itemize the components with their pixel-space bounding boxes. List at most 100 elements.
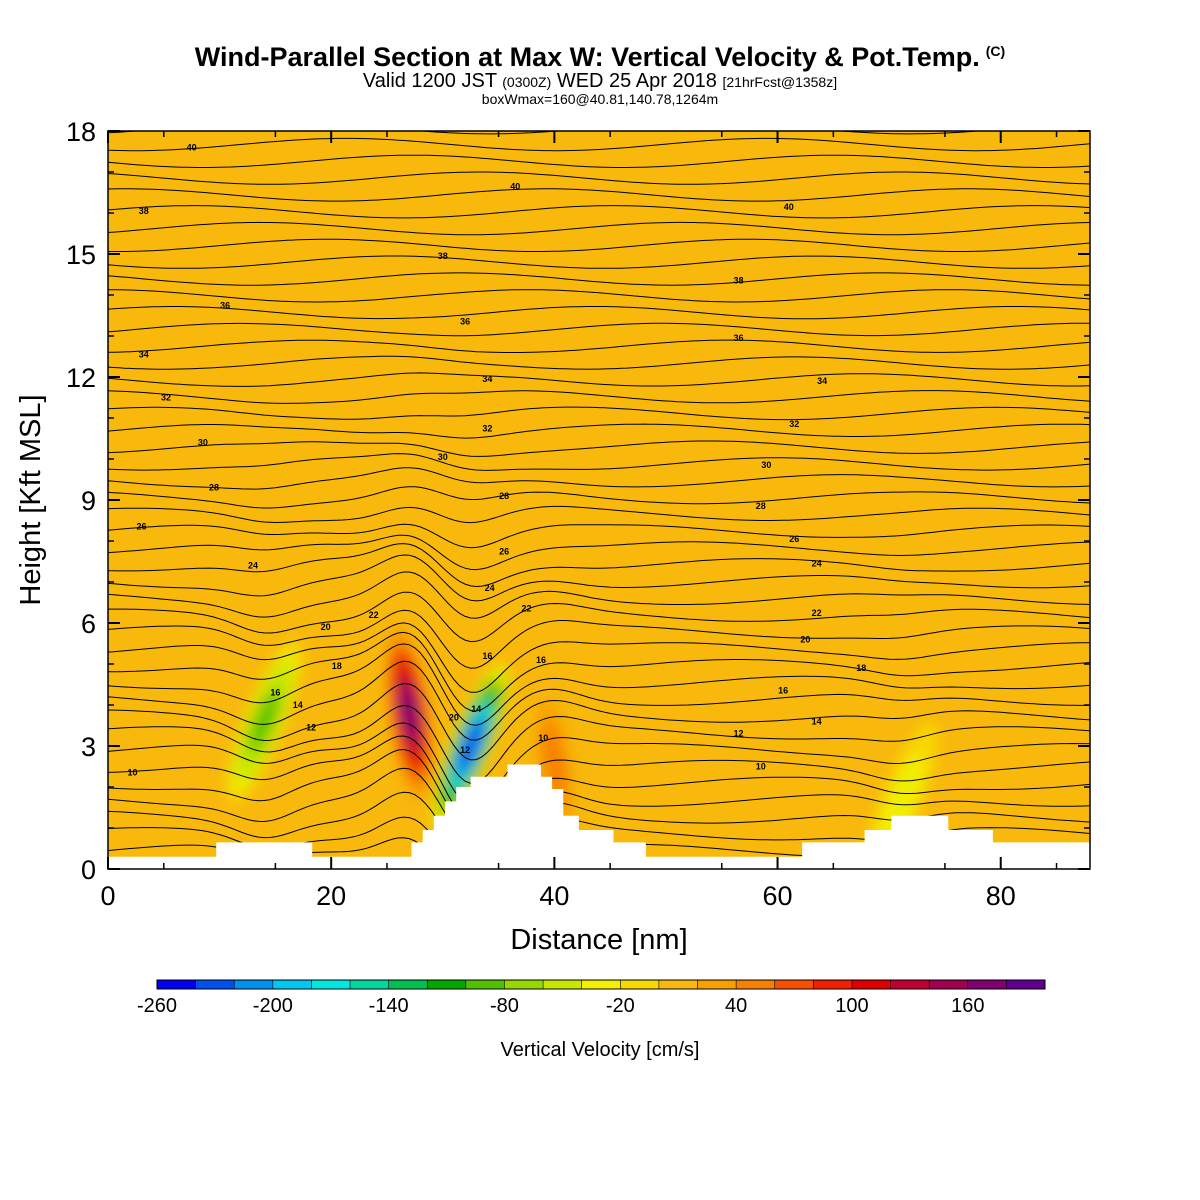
colorbar-swatch [967, 980, 1007, 989]
theta-contour-line [108, 591, 1090, 643]
theta-label: 26 [136, 522, 146, 532]
theta-label: 24 [248, 561, 258, 571]
colorbar-swatch [697, 980, 737, 989]
theta-label: 16 [482, 651, 492, 661]
theta-contour-line [108, 322, 1090, 337]
colorbar-tick-label: 160 [951, 995, 984, 1017]
theta-label: 32 [482, 423, 492, 433]
y-axis-label: Height [Kft MSL] [15, 394, 47, 605]
colorbar-swatch [388, 980, 428, 989]
theta-contour-line [108, 205, 1090, 219]
theta-label: 22 [369, 610, 379, 620]
theta-label: 16 [270, 688, 280, 698]
theta-contour-line [108, 255, 1090, 269]
theta-label: 40 [187, 142, 197, 152]
velocity-band [250, 693, 278, 750]
theta-contour-line [108, 554, 1090, 602]
theta-label: 14 [293, 700, 303, 710]
theta-contour-line [108, 660, 1090, 741]
theta-label: 34 [139, 349, 149, 359]
colorbar-tick-label: -20 [606, 995, 635, 1017]
colorbar-swatch [350, 980, 390, 989]
colorbar-tick-label: 40 [725, 995, 747, 1017]
theta-label: 36 [460, 317, 470, 327]
colorbar-tick-label: -140 [369, 995, 409, 1017]
x-axis-label: Distance [nm] [510, 924, 687, 956]
theta-contour-line [108, 306, 1090, 320]
y-tick-label: 6 [81, 609, 96, 639]
theta-contour-line [108, 289, 1090, 303]
theta-label: 34 [817, 376, 827, 386]
y-tick-label: 9 [81, 486, 96, 516]
box-info: boxWmax=160@40.81,140.78,1264m [481, 91, 719, 107]
x-tick-label: 40 [539, 881, 569, 911]
theta-label: 14 [812, 716, 822, 726]
colorbar-swatch [1006, 980, 1046, 989]
theta-contour-line [108, 272, 1090, 286]
colorbar-swatch [195, 980, 235, 989]
theta-label: 22 [812, 608, 822, 618]
theta-contour-line [108, 683, 1090, 761]
chart-subtitle: Valid 1200 JST (0300Z) WED 25 Apr 2018 [… [0, 70, 1200, 93]
theta-contour-line [108, 171, 1090, 185]
colorbar-swatch [465, 980, 505, 989]
valid-prefix: Valid 1200 JST [362, 70, 497, 92]
colorbar-label: Vertical Velocity [cm/s] [501, 1039, 700, 1061]
theta-label: 34 [482, 374, 492, 384]
colorbar-swatch [272, 980, 312, 989]
x-tick-label: 60 [763, 881, 793, 911]
colorbar-tick-label: -260 [137, 995, 177, 1017]
colorbar-swatch [851, 980, 892, 989]
theta-contours [108, 131, 1090, 869]
theta-label: 36 [733, 333, 743, 343]
theta-label: 26 [789, 534, 799, 544]
theta-label: 32 [789, 419, 799, 429]
theta-label: 18 [332, 661, 342, 671]
theta-label: 38 [438, 251, 448, 261]
theta-label: 32 [161, 393, 171, 403]
y-tick-label: 12 [66, 363, 96, 393]
valid-utc: (0300Z) [502, 74, 552, 90]
x-tick-label: 80 [986, 881, 1016, 911]
theta-label: 38 [139, 206, 149, 216]
theta-label: 10 [128, 768, 138, 778]
theta-contour-line [108, 609, 1090, 669]
colorbar-swatch [543, 980, 583, 989]
theta-contour-line [108, 748, 1090, 833]
theta-label: 30 [198, 438, 208, 448]
theta-label: 12 [306, 723, 316, 733]
theta-contour-labels: 10 10 10 12 12 12 14 14 14 16 16 16 16 18 18 20 20 20 22 22… [128, 142, 867, 777]
theta-label: 26 [499, 546, 509, 556]
theta-contour-line [108, 453, 1090, 471]
theta-label: 24 [485, 583, 495, 593]
theta-label: 36 [220, 300, 230, 310]
theta-contour-line [108, 631, 1090, 712]
x-tick-label: 0 [100, 881, 115, 911]
copyright-mark: (C) [985, 43, 1006, 59]
y-tick-label: 0 [81, 855, 96, 885]
colorbar-swatch [620, 980, 660, 989]
y-tick-label: 18 [66, 117, 96, 147]
chart-title-text: Wind-Parallel Section at Max W: Vertical… [194, 42, 980, 72]
velocity-feature [226, 639, 303, 804]
colorbar-tick-label: -200 [253, 995, 293, 1017]
terrain-profile [108, 764, 1090, 869]
colorbar-tick-label: 100 [835, 995, 868, 1017]
colorbar-swatch [813, 980, 853, 989]
x-axis: 0 20 40 60 80 [100, 131, 1058, 911]
velocity-band [457, 718, 485, 774]
theta-label: 28 [209, 483, 219, 493]
velocity-band [400, 683, 419, 743]
theta-label: 20 [800, 634, 810, 644]
y-tick-label: 3 [81, 732, 96, 762]
colorbar-swatch [234, 980, 274, 989]
colorbar-swatch [427, 980, 467, 989]
colorbar-swatch [157, 980, 197, 989]
colorbar-tick-label: -80 [490, 995, 519, 1017]
theta-contour-line [108, 486, 1090, 509]
theta-contour-line [108, 722, 1090, 806]
theta-label: 14 [471, 704, 481, 714]
colorbar-swatch [311, 980, 351, 989]
